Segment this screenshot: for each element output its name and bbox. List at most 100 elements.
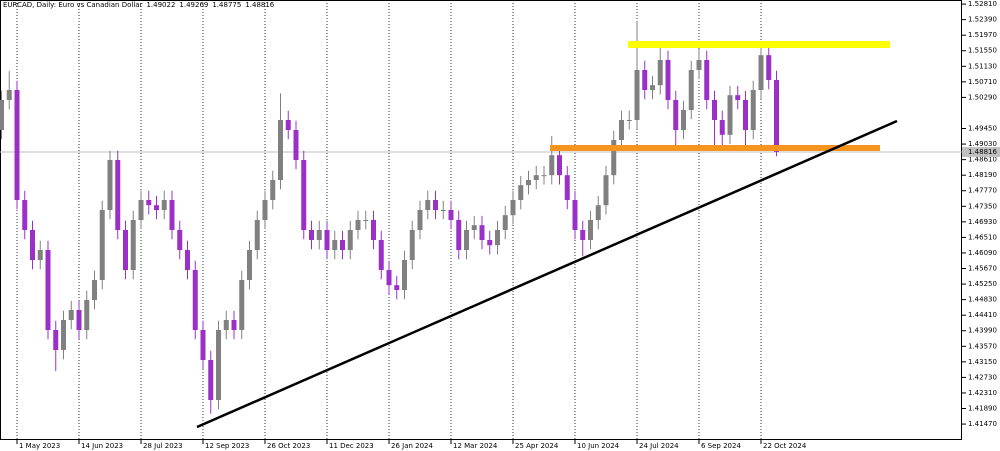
candle-body — [223, 320, 229, 330]
candle-body — [61, 320, 66, 350]
candle-body — [37, 250, 43, 260]
candle-body — [185, 250, 190, 270]
candle-body — [626, 120, 632, 121]
y-tick-label: 1.45670 — [968, 265, 997, 273]
x-tick-label: 6 Sep 2024 — [701, 442, 741, 450]
candle-body — [758, 55, 764, 90]
candle-body — [634, 70, 640, 120]
candle-body — [378, 240, 384, 270]
candle-body — [650, 85, 655, 90]
candle-body — [774, 80, 779, 152]
y-tick-label: 1.49450 — [968, 125, 997, 133]
y-tick-label: 1.46090 — [968, 249, 997, 257]
resistance-zone — [628, 41, 890, 48]
candle-body — [200, 330, 206, 360]
candle-body — [386, 270, 392, 286]
candle-body — [324, 230, 330, 250]
y-tick-label: 1.49030 — [968, 140, 997, 148]
support-zone — [550, 145, 880, 151]
candle-body — [138, 200, 144, 220]
y-tick-label: 1.46930 — [968, 218, 997, 226]
candle-body — [456, 220, 462, 250]
y-tick-label: 1.48190 — [968, 171, 997, 179]
candle-body — [169, 200, 175, 230]
x-tick-label: 14 Jun 2023 — [81, 442, 123, 450]
x-tick-label: 12 Mar 2024 — [453, 442, 498, 450]
candle-body — [394, 285, 400, 290]
y-tick-label: 1.41890 — [968, 405, 997, 413]
candle-body — [371, 220, 376, 240]
candle-body — [247, 250, 252, 280]
candle-body — [665, 60, 671, 100]
candle-body — [673, 100, 679, 130]
candle-body — [595, 205, 601, 220]
x-tick-label: 26 Oct 2023 — [267, 442, 310, 450]
candle-body — [495, 230, 500, 246]
candle-body — [0, 100, 4, 130]
x-tick-label: 28 Jul 2023 — [143, 442, 183, 450]
candle-body — [681, 110, 686, 130]
candle-body — [161, 200, 167, 210]
candle-body — [487, 240, 493, 246]
x-tick-label: 22 Oct 2024 — [763, 442, 807, 450]
axes: 1.41470 1.41890 1.42310 1.42730 1.43150 1.435… — [16, 0, 1000, 450]
symbol: EURCAD, Daily: Euro vs Canadian Dollar — [3, 1, 143, 9]
candle-body — [727, 95, 733, 135]
candle-body — [123, 230, 128, 270]
candle-body — [557, 155, 562, 176]
y-tick-label: 1.45250 — [968, 280, 997, 288]
candle-body — [53, 330, 59, 350]
candle-body — [347, 230, 353, 250]
candle-body — [572, 200, 578, 230]
x-tick-label: 1 May 2023 — [19, 442, 60, 450]
candle-body — [518, 185, 524, 200]
candle-body — [68, 310, 74, 320]
candle-body — [409, 230, 415, 260]
candle-body — [332, 240, 338, 250]
y-tick-label: 1.48610 — [968, 156, 997, 164]
y-tick-label: 1.52390 — [968, 16, 997, 24]
x-tick-label: 10 Jun 2024 — [577, 442, 620, 450]
y-tick-label: 1.44410 — [968, 311, 997, 319]
candle-body — [107, 160, 113, 210]
candle-body — [84, 300, 90, 330]
candle-body — [657, 60, 663, 86]
candle-body — [115, 160, 121, 230]
drawings — [196, 41, 898, 429]
candle-body — [417, 210, 423, 230]
y-tick-label: 1.50290 — [968, 93, 997, 101]
candle-body — [278, 120, 283, 180]
y-tick-label: 1.47770 — [968, 187, 997, 195]
x-tick-label: 26 Jan 2024 — [391, 442, 434, 450]
candle-body — [502, 215, 508, 230]
candle-body — [309, 230, 314, 240]
y-tick-label: 1.42730 — [968, 373, 997, 381]
candle-body — [433, 200, 438, 210]
x-tick-label: 11 Dec 2023 — [329, 442, 374, 450]
candle-body — [533, 175, 539, 180]
candle-body — [510, 200, 516, 216]
candle-body — [603, 175, 609, 206]
candle-body — [355, 220, 361, 230]
candle-body — [254, 220, 260, 250]
candle-body — [479, 225, 485, 240]
candle-body — [564, 175, 570, 200]
candle-body — [735, 95, 741, 100]
y-tick-label: 1.50710 — [968, 78, 997, 86]
candle-body — [208, 360, 214, 400]
candle-body — [402, 260, 407, 290]
x-tick-label: 24 Jul 2024 — [639, 442, 679, 450]
candle-body — [231, 320, 237, 330]
candle-body — [270, 180, 276, 200]
candle-body — [712, 100, 717, 120]
y-tick-label: 1.51130 — [968, 62, 997, 70]
y-tick-label: 1.52810 — [968, 0, 997, 8]
candle-body — [363, 220, 369, 221]
x-tick-label: 25 Apr 2024 — [515, 442, 559, 450]
candle-body — [619, 120, 624, 140]
candle-body — [688, 70, 694, 110]
x-tick-label: 12 Sep 2023 — [205, 442, 249, 450]
candle-body — [146, 200, 152, 206]
candle-body — [293, 130, 299, 160]
